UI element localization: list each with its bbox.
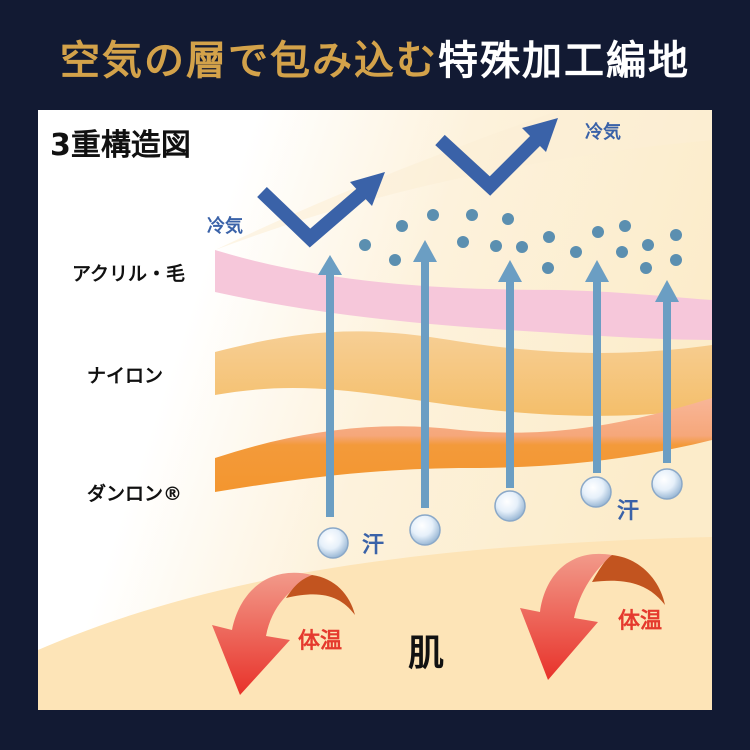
cold-air-arrowhead-2	[522, 118, 558, 152]
cold-air-arrow-1	[257, 182, 373, 248]
air-region	[215, 110, 712, 250]
sweat-arrows	[318, 240, 679, 517]
sweat-droplets	[317, 468, 683, 559]
dunlon-layer	[215, 398, 712, 492]
page-title: 空気の層で包み込む特殊加工編地	[0, 28, 750, 86]
layer-label-acrylic-wool: アクリル・毛	[72, 263, 185, 285]
cold-air-arrow-2	[435, 131, 545, 196]
body-heat-label-1: 体温	[298, 629, 342, 654]
sweat-label-1: 汗	[362, 533, 384, 558]
three-layer-diagram: 3重構造図 アクリル・毛 ナイロン ダンロン® 冷気 冷気 汗 汗 体温 体温 …	[38, 110, 712, 710]
diagram-panel: 3重構造図 アクリル・毛 ナイロン ダンロン® 冷気 冷気 汗 汗 体温 体温 …	[38, 110, 712, 710]
layer-label-nylon: ナイロン	[87, 365, 163, 387]
cold-air-arrowhead-1	[350, 172, 385, 206]
body-heat-label-2: 体温	[618, 609, 662, 634]
layer-label-dunlon: ダンロン®	[87, 482, 182, 505]
title-gold: 空気の層で包み込む	[60, 38, 438, 84]
air-particles	[359, 209, 682, 274]
body-heat-arrow-left	[212, 572, 355, 695]
sweat-label-2: 汗	[617, 499, 639, 524]
cold-air-label-2: 冷気	[585, 121, 621, 143]
skin-label: 肌	[408, 633, 444, 674]
diagram-heading: 3重構造図	[50, 128, 191, 163]
nylon-layer	[215, 331, 712, 416]
acrylic-wool-layer	[215, 250, 712, 340]
body-heat-arrow-right	[520, 553, 665, 680]
title-white: 特殊加工編地	[438, 38, 690, 84]
cold-air-label-1: 冷気	[207, 215, 243, 237]
